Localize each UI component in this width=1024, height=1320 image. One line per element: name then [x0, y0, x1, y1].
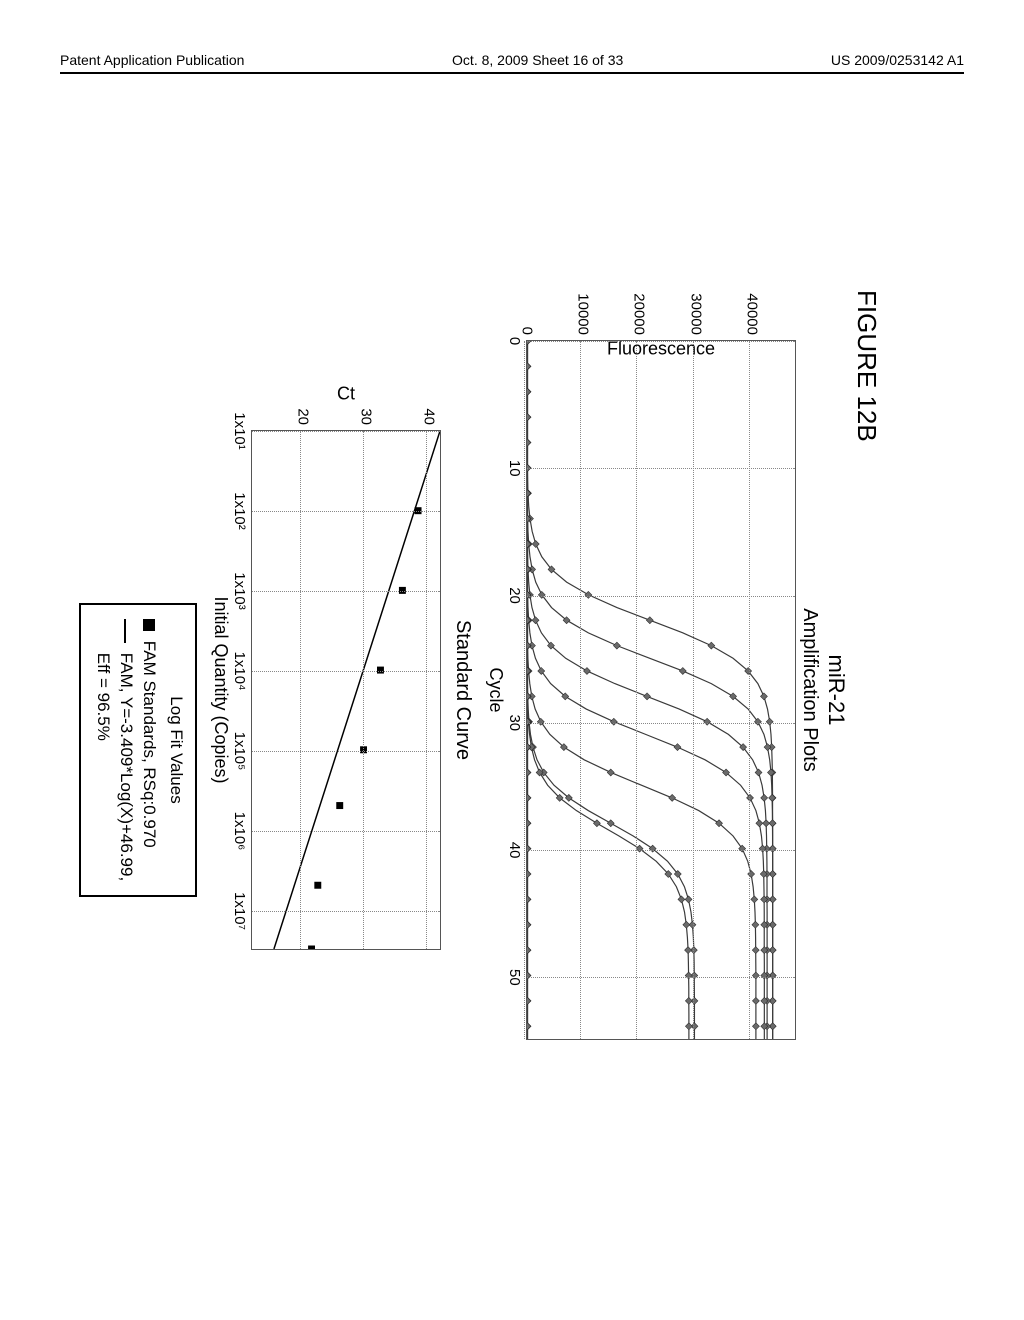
grid-h	[300, 431, 301, 949]
grid-v	[527, 850, 795, 851]
std-ytick: 40	[421, 408, 438, 431]
std-xtick: 1x10³	[231, 572, 252, 610]
grid-v	[527, 341, 795, 342]
grid-v	[527, 977, 795, 978]
amp-ytick: 10000	[575, 293, 592, 341]
amp-ytick: 30000	[687, 293, 704, 341]
grid-v	[527, 468, 795, 469]
legend-box: Log Fit Values FAM Standards, RSq:0.970 …	[79, 603, 197, 897]
amp-curves-svg	[527, 341, 795, 1039]
amp-chart-title: Amplification Plots	[798, 608, 821, 771]
amplification-section: Amplification Plots Fluorescence Cycle 0…	[522, 340, 821, 1040]
legend-row-fit: FAM, Y=-3.409*Log(X)+46.99, Eff = 96.5%	[91, 619, 137, 881]
std-xtick: 1x10⁵	[231, 732, 252, 771]
grid-v	[252, 831, 440, 832]
std-ytick: 30	[358, 408, 375, 431]
amp-ytick: 40000	[744, 293, 761, 341]
grid-h	[580, 341, 581, 1039]
page-header: Patent Application Publication Oct. 8, 2…	[60, 52, 964, 74]
figure-label: FIGURE 12B	[851, 290, 882, 442]
std-xtick: 1x10¹	[231, 412, 252, 450]
std-xtick: 1x10⁷	[231, 892, 252, 930]
grid-h	[524, 341, 525, 1039]
grid-h	[749, 341, 750, 1039]
std-chart-title: Standard Curve	[451, 620, 474, 760]
legend-row-standards: FAM Standards, RSq:0.970	[137, 619, 160, 881]
legend-text-fit: FAM, Y=-3.409*Log(X)+46.99, Eff = 96.5%	[91, 653, 137, 881]
std-xtick: 1x10⁴	[231, 652, 252, 691]
grid-h	[693, 341, 694, 1039]
figure-wrap: FIGURE 12B miR-21 Amplification Plots Fl…	[132, 160, 892, 1220]
amp-xlabel: Cycle	[485, 667, 506, 712]
line-marker-icon	[124, 619, 126, 643]
std-xtick: 1x10⁶	[231, 812, 252, 851]
legend-title: Log Fit Values	[164, 619, 187, 881]
standard-curve-chart: Ct Initial Quantity (Copies) 1x10¹1x10²1…	[251, 430, 441, 950]
grid-v	[252, 911, 440, 912]
header-right: US 2009/0253142 A1	[831, 52, 964, 68]
std-curves-svg	[252, 431, 440, 949]
grid-v	[252, 511, 440, 512]
grid-v	[252, 671, 440, 672]
grid-h	[637, 341, 638, 1039]
grid-v	[252, 591, 440, 592]
standard-curve-section: Standard Curve Ct Initial Quantity (Copi…	[245, 430, 474, 950]
amp-ytick: 20000	[631, 293, 648, 341]
std-ytick: 20	[294, 408, 311, 431]
grid-v	[252, 751, 440, 752]
header-left: Patent Application Publication	[60, 52, 244, 68]
figure-subtitle: miR-21	[823, 655, 849, 726]
square-marker-icon	[143, 619, 155, 631]
grid-v	[252, 431, 440, 432]
amplification-chart: Fluorescence Cycle 010203040500100002000…	[526, 340, 796, 1040]
grid-v	[527, 723, 795, 724]
std-xtick: 1x10²	[231, 492, 252, 530]
header-center: Oct. 8, 2009 Sheet 16 of 33	[452, 52, 623, 68]
figure-rotated-container: FIGURE 12B miR-21 Amplification Plots Fl…	[132, 160, 892, 1220]
std-xlabel: Initial Quantity (Copies)	[210, 596, 231, 783]
legend-text-standards: FAM Standards, RSq:0.970	[137, 641, 160, 848]
std-ylabel: Ct	[337, 384, 355, 405]
amp-ytick: 0	[519, 327, 536, 341]
grid-h	[426, 431, 427, 949]
grid-v	[527, 596, 795, 597]
grid-h	[363, 431, 364, 949]
